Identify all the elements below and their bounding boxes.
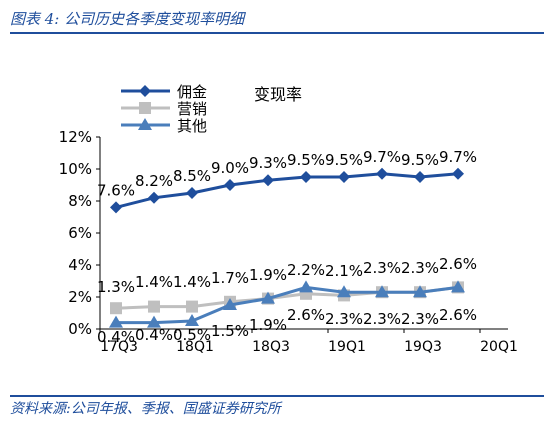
x-tick-label: 18Q1 — [176, 339, 214, 355]
y-tick-label: 4% — [68, 256, 92, 274]
data-point — [148, 191, 160, 204]
data-point — [452, 167, 464, 180]
data-label: 9.5% — [325, 151, 363, 169]
data-label: 2.6% — [287, 306, 325, 324]
data-label: 0.5% — [173, 326, 211, 344]
data-point — [262, 174, 274, 187]
data-point — [186, 300, 198, 313]
data-point — [375, 285, 389, 298]
data-point — [110, 302, 122, 315]
data-label: 1.3% — [97, 278, 135, 296]
series-layer — [109, 167, 465, 328]
data-label: 1.4% — [135, 273, 173, 291]
series-line-2 — [116, 285, 459, 325]
data-labels: 7.6%8.2% 8.5% 9.0% 9.3% 9.5% 9.5% 9.7% 9.5% 9.7%… — [97, 148, 477, 346]
y-tick-label: 10% — [59, 160, 92, 178]
data-label: 1.9% — [249, 266, 287, 284]
legend-marker — [139, 85, 151, 97]
data-point — [338, 171, 350, 183]
data-label: 9.7% — [439, 148, 477, 166]
legend-label: 其他 — [177, 117, 207, 135]
data-label: 0.4% — [135, 326, 173, 344]
data-label: 2.3% — [363, 310, 401, 328]
data-label: 2.2% — [287, 261, 325, 279]
data-point — [299, 280, 313, 293]
x-tick-label: 17Q3 — [100, 339, 138, 355]
legend-marker — [139, 102, 151, 114]
legend-label: 营销 — [177, 100, 207, 118]
data-point — [186, 187, 198, 199]
data-label: 8.2% — [135, 172, 173, 190]
data-label: 8.5% — [173, 167, 211, 185]
y-tick-label: 6% — [68, 224, 92, 242]
data-point — [148, 300, 160, 313]
x-tick-label: 19Q3 — [404, 339, 442, 355]
data-label: 0.4% — [97, 328, 135, 346]
data-label: 9.5% — [287, 151, 325, 169]
data-point — [185, 314, 199, 326]
x-tick-label: 20Q1 — [480, 339, 518, 355]
data-label: 1.4% — [173, 273, 211, 291]
y-tick-label: 12% — [59, 128, 92, 146]
data-point — [300, 171, 312, 183]
data-label: 2.6% — [439, 255, 477, 273]
data-label: 2.6% — [439, 306, 477, 324]
data-point — [147, 315, 161, 328]
data-point — [109, 315, 123, 328]
data-label: 2.1% — [325, 262, 363, 280]
figure-title: 图表 4: 公司历史各季度变现率明细 — [10, 6, 544, 34]
data-label: 1.9% — [249, 316, 287, 334]
y-tick-label: 8% — [68, 192, 92, 210]
data-label: 2.3% — [363, 259, 401, 277]
data-point — [223, 298, 237, 310]
data-point — [451, 280, 465, 293]
y-tick-label: 0% — [68, 320, 92, 338]
figure-source: 资料来源:公司年报、季报、国盛证券研究所 — [10, 395, 544, 421]
data-label: 2.3% — [401, 310, 439, 328]
legend-label: 佣金 — [177, 83, 207, 101]
data-label: 1.5% — [211, 322, 249, 340]
data-label: 7.6% — [97, 181, 135, 199]
data-label: 9.5% — [401, 151, 439, 169]
chart-title: 变现率 — [254, 85, 302, 104]
data-point — [414, 171, 426, 183]
data-label: 9.7% — [363, 148, 401, 166]
data-label: 2.3% — [325, 310, 363, 328]
legend-marker — [138, 118, 152, 130]
data-point — [224, 179, 236, 191]
data-point — [337, 285, 351, 298]
data-label: 9.3% — [249, 154, 287, 172]
data-point — [110, 201, 122, 214]
x-tick-label: 18Q3 — [252, 339, 290, 355]
data-point — [376, 167, 388, 180]
y-tick-label: 2% — [68, 288, 92, 306]
data-label: 2.3% — [401, 259, 439, 277]
series-line-0 — [115, 172, 459, 209]
x-tick-label: 19Q1 — [328, 339, 366, 355]
axes: 0% 2% 4% 6% 8% 10% 12% 17Q3 18Q1 18Q3 19Q1 19Q3 20Q1 — [59, 128, 518, 355]
data-point — [261, 291, 275, 304]
data-point — [413, 285, 427, 298]
data-label: 9.0% — [211, 159, 249, 177]
data-label: 1.7% — [211, 269, 249, 287]
